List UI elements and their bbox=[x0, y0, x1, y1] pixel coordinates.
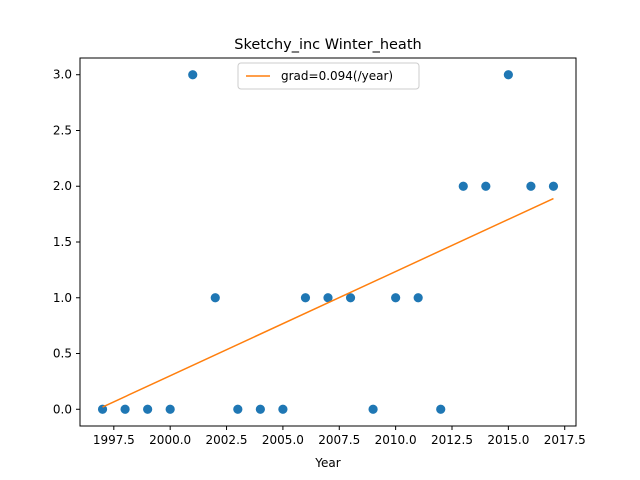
plot-area: 1997.5 2000.0 2002.5 2005.0 2007.5 2010.0 2012… bbox=[53, 57, 586, 447]
data-point bbox=[210, 293, 220, 303]
x-tick-label: 2010.0 bbox=[375, 433, 417, 447]
y-tick-label: 0.0 bbox=[53, 402, 72, 416]
data-point bbox=[413, 293, 423, 303]
trend-line bbox=[102, 197, 554, 408]
data-point bbox=[97, 404, 108, 414]
x-tick-label: 2000.0 bbox=[149, 433, 191, 447]
legend-label: grad=0.094(/year) bbox=[281, 69, 393, 83]
x-tick-label: 2012.5 bbox=[431, 433, 473, 447]
x-tick-label: 2017.5 bbox=[544, 433, 586, 447]
data-point bbox=[323, 293, 333, 303]
data-point bbox=[458, 181, 468, 191]
data-point bbox=[233, 404, 243, 414]
y-tick-label: 2.0 bbox=[53, 179, 72, 193]
y-tick-label: 2.5 bbox=[53, 123, 72, 137]
data-point bbox=[278, 404, 288, 414]
data-point bbox=[143, 404, 153, 414]
y-tick-label: 1.5 bbox=[53, 235, 72, 249]
data-point bbox=[526, 181, 536, 191]
data-point bbox=[188, 70, 198, 80]
data-point bbox=[300, 293, 311, 303]
data-point bbox=[255, 404, 265, 414]
data-point bbox=[120, 404, 130, 414]
y-tick-label: 0.5 bbox=[53, 347, 72, 361]
y-tick-label: 3.0 bbox=[53, 68, 72, 82]
data-point bbox=[481, 181, 491, 191]
chart-title: Sketchy_inc Winter_heath bbox=[234, 37, 421, 53]
data-point bbox=[548, 181, 559, 191]
x-axis-title: Year bbox=[314, 456, 340, 470]
legend: grad=0.094(/year) bbox=[237, 62, 420, 90]
x-tick-label: 2002.5 bbox=[206, 433, 248, 447]
data-point bbox=[503, 70, 513, 80]
x-tick-label: 2015.0 bbox=[487, 433, 529, 447]
data-point bbox=[345, 293, 356, 303]
data-point bbox=[391, 293, 401, 303]
legend-box bbox=[237, 62, 420, 90]
y-tick-label: 1.0 bbox=[53, 291, 72, 305]
data-point bbox=[165, 404, 175, 414]
x-tick-label: 1997.5 bbox=[93, 433, 135, 447]
x-tick-label: 2007.5 bbox=[318, 433, 360, 447]
data-point bbox=[436, 404, 446, 414]
data-point bbox=[368, 404, 378, 414]
x-tick-label: 2005.0 bbox=[262, 433, 304, 447]
